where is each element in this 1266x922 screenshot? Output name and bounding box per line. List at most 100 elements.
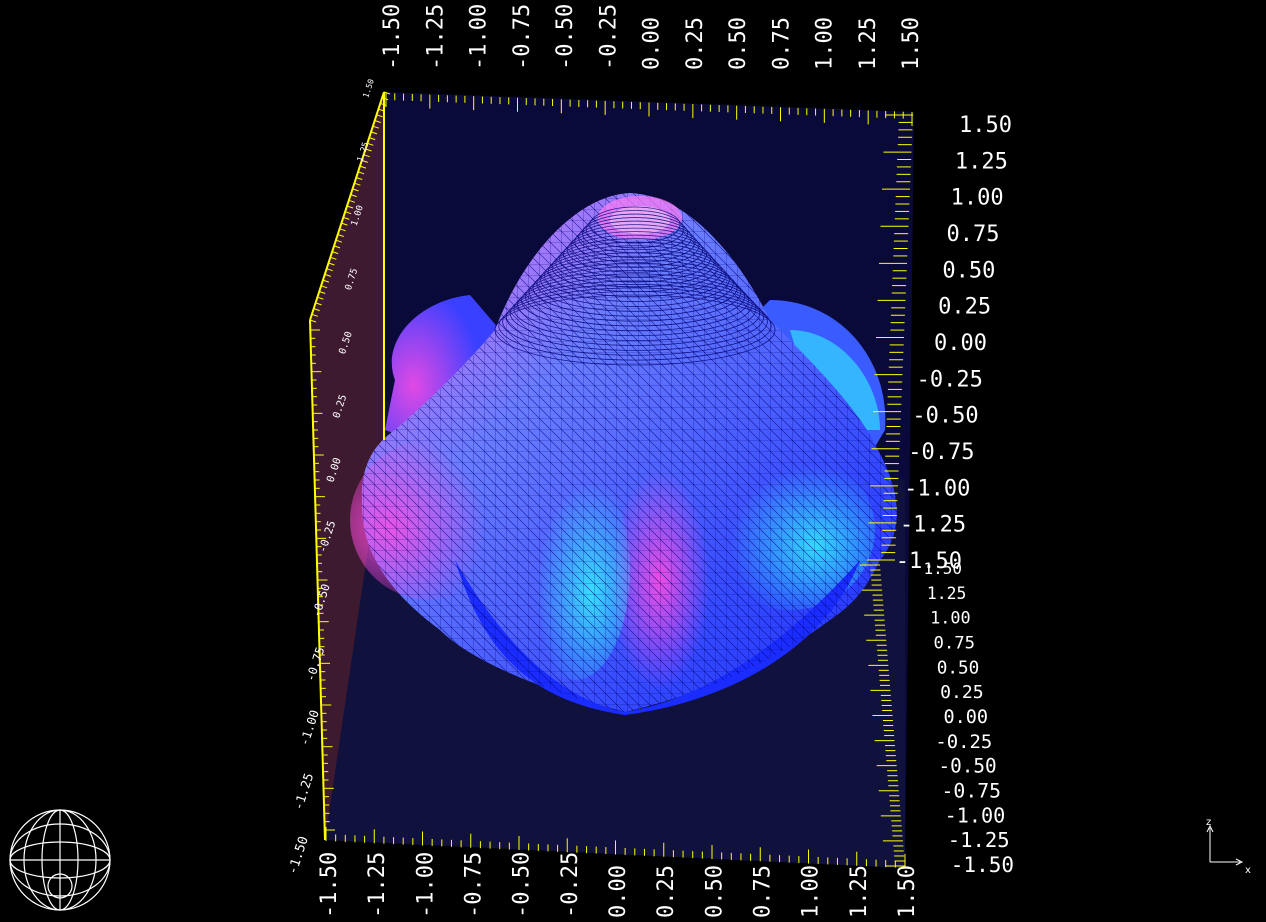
tick-label: 1.25: [847, 865, 872, 918]
tick-mark: [315, 302, 322, 306]
tick-label: 0.50: [937, 658, 980, 678]
tick-label: -1.25: [290, 771, 316, 812]
tick-label: -1.00: [904, 476, 970, 501]
tick-label: 0.50: [702, 865, 727, 918]
tick-label: 0.75: [947, 222, 1000, 247]
tick-labels-right-lower: 1.50 1.25 1.00 0.75 0.50 0.25 0.00 -0.25-0.50-0…: [923, 559, 1014, 877]
tick-mark: [317, 296, 324, 300]
tick-mark: [324, 273, 331, 277]
axes-orientation-icon: z x: [1206, 817, 1251, 876]
tick-mark: [313, 308, 320, 312]
dome-ring: [532, 259, 738, 317]
tick-mark: [333, 245, 341, 249]
tick-label: 0.25: [940, 682, 984, 703]
tick-mark: [346, 205, 354, 209]
axis-z-label: z: [1206, 817, 1211, 828]
tick-label: 0.00: [934, 331, 987, 356]
tick-label: -0.50: [938, 755, 996, 778]
tick-mark: [348, 199, 356, 203]
tick-label: -0.25: [596, 4, 621, 70]
tick-mark: [367, 142, 374, 146]
tick-label: 0.75: [769, 17, 794, 70]
tick-mark: [320, 285, 328, 289]
dome-ring: [589, 206, 681, 244]
tick-mark: [335, 239, 343, 243]
tick-label: 0.75: [751, 865, 776, 918]
tick-mark: [344, 211, 352, 215]
tick-label: 0.50: [726, 17, 751, 70]
dome-ring: [517, 273, 753, 337]
dome-ring: [498, 291, 772, 361]
tick-mark: [381, 97, 389, 101]
tick-label: -1.50: [285, 835, 311, 877]
tick-label: 1.50: [899, 17, 924, 70]
side-wall-panel: [310, 92, 384, 840]
dome-ring: [509, 280, 761, 346]
tick-label: -0.50: [912, 404, 978, 429]
3d-surface-mesh[interactable]: [350, 193, 897, 715]
tick-label: 0.75: [933, 634, 975, 654]
tick-mark: [339, 228, 346, 232]
tick-label: 0.00: [606, 865, 631, 918]
tick-label: 0.50: [942, 258, 995, 283]
tick-mark: [330, 256, 337, 260]
tick-mark: [365, 148, 372, 152]
tick-label: 1.00: [799, 865, 824, 918]
navigation-sphere-icon[interactable]: [9, 809, 111, 911]
tick-mark: [357, 171, 365, 175]
tick-label: 0.25: [683, 17, 708, 70]
tick-label: -1.00: [945, 803, 1006, 827]
tick-labels-top: -1.50 -1.25 -1.00 -0.75 -0.50 -0.25 0.00 0.25 0.…: [380, 4, 924, 70]
tick-label: -1.00: [467, 4, 492, 70]
tick-label: -0.25: [917, 367, 983, 392]
dome-ring: [505, 284, 765, 351]
tick-label: -1.00: [297, 708, 322, 747]
ticks-bottom: [325, 827, 906, 868]
tick-mark: [309, 319, 317, 323]
tick-label: 1.50: [361, 78, 376, 99]
tick-mark: [326, 268, 333, 272]
tick-label: 1.00: [930, 608, 971, 628]
tick-label: 1.50: [923, 559, 962, 578]
tick-labels-bottom: -1.50 -1.25 -1.00 -0.75 -0.50 -0.25 0.00 0.25 0.…: [317, 852, 920, 918]
tick-label: -0.75: [942, 780, 1001, 803]
tick-mark: [383, 91, 391, 95]
ticks-left: [309, 91, 391, 831]
tick-label: 1.50: [959, 113, 1012, 138]
tick-mark: [380, 102, 387, 106]
tick-label: -1.25: [423, 4, 448, 70]
dome-ring: [494, 294, 776, 366]
tick-mark: [341, 222, 348, 226]
axis-x-label: x: [1245, 865, 1251, 876]
tick-mark: [378, 108, 385, 112]
tick-label: -0.75: [462, 852, 487, 918]
tick-mark: [369, 137, 376, 141]
tick-mark: [343, 216, 350, 220]
tick-mark: [359, 165, 367, 169]
tick-label: -0.75: [510, 4, 535, 70]
ticks-right-upper: [867, 114, 913, 561]
tick-label: 1.50: [895, 865, 920, 918]
tick-mark: [374, 120, 381, 123]
tick-labels-right-upper: 1.50 1.25 1.00 0.75 0.50 0.25 0.00 -0.25 -0.50 -0…: [896, 113, 1012, 574]
tick-label: 0.25: [654, 865, 679, 918]
tick-mark: [356, 177, 363, 180]
tick-label: 1.25: [856, 17, 881, 70]
tick-label: -1.25: [365, 852, 390, 918]
tick-mark: [328, 262, 335, 266]
tick-mark: [370, 131, 378, 135]
tick-label: 0.00: [943, 707, 988, 728]
dome-ring: [525, 266, 746, 327]
dome-ring: [536, 255, 734, 312]
tick-label: -1.00: [413, 852, 438, 918]
tick-mark: [376, 114, 383, 118]
ticks-top: [385, 93, 913, 126]
dome-ring: [502, 287, 768, 356]
tick-label: -1.25: [948, 828, 1010, 852]
dome-ring: [513, 276, 757, 341]
tick-label: -1.50: [380, 4, 405, 70]
tick-label: -1.50: [951, 853, 1014, 877]
tick-label: -0.75: [908, 440, 974, 465]
tick-label: 1.25: [955, 149, 1008, 174]
